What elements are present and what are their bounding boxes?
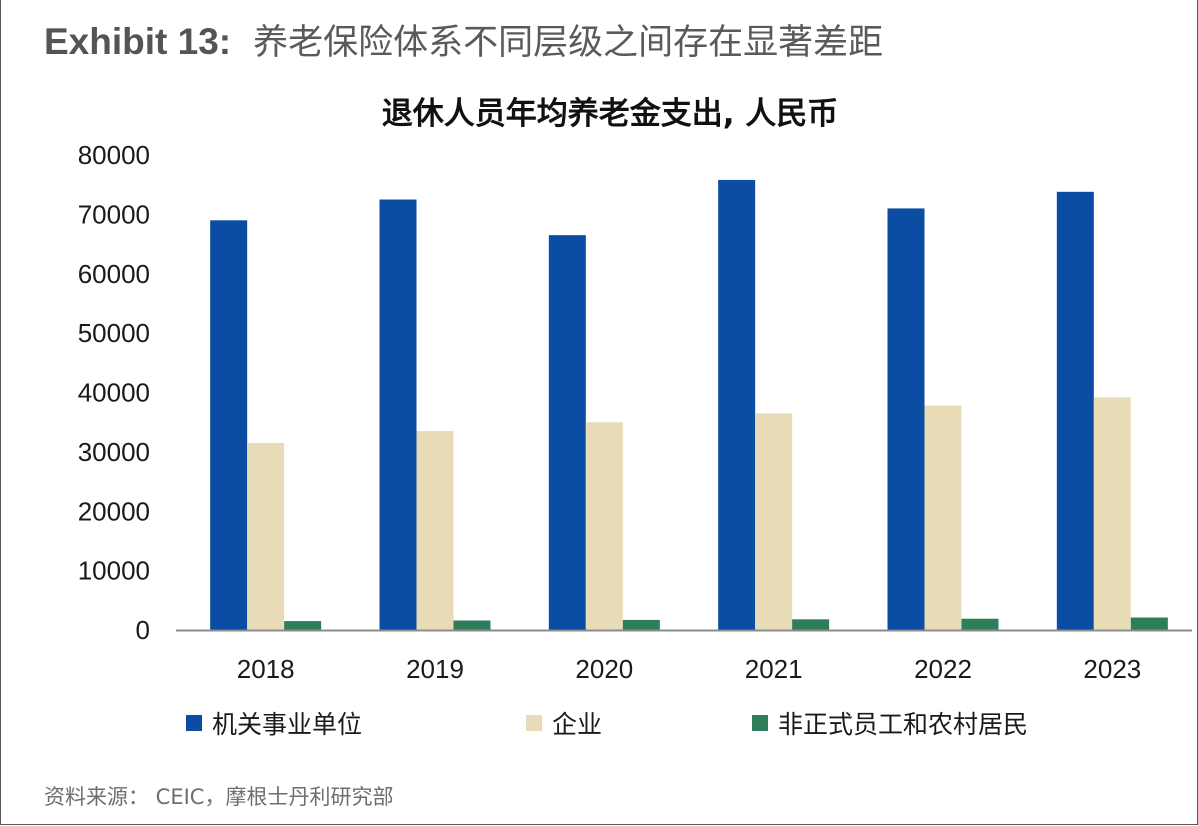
exhibit-header: Exhibit 13: 养老保险体系不同层级之间存在显著差距	[44, 14, 883, 66]
legend-label-0: 机关事业单位	[212, 710, 363, 739]
legend-label-2: 非正式员工和农村居民	[778, 710, 1029, 739]
y-tick-label: 80000	[78, 140, 150, 170]
y-tick-label: 70000	[78, 199, 150, 229]
bar-2019-series-0	[379, 199, 417, 630]
legend-swatch-1	[526, 715, 542, 731]
y-tick-label: 40000	[78, 378, 150, 408]
bar-2020-series-2	[622, 619, 660, 630]
legend-swatch-0	[186, 715, 202, 731]
bar-2021-series-0	[718, 179, 756, 630]
y-tick-label: 60000	[78, 259, 150, 289]
x-tick-label: 2023	[1083, 654, 1141, 684]
bar-2023-series-1	[1093, 397, 1131, 630]
bar-2021-series-2	[792, 619, 830, 630]
y-tick-label: 30000	[78, 437, 150, 467]
legend-item-1: 企业	[526, 703, 602, 743]
x-tick-label: 2021	[745, 654, 803, 684]
bar-2020-series-0	[548, 235, 586, 630]
legend-item-0: 机关事业单位	[186, 703, 362, 743]
exhibit-label: Exhibit 13:	[44, 21, 232, 62]
bar-2018-series-0	[210, 220, 248, 630]
bar-2023-series-2	[1130, 617, 1168, 630]
x-tick-label: 2019	[406, 654, 464, 684]
bar-2018-series-2	[284, 621, 322, 630]
bar-2018-series-1	[247, 442, 285, 630]
bar-2023-series-0	[1056, 191, 1094, 630]
legend-label-1: 企业	[552, 710, 603, 739]
bar-2022-series-1	[924, 405, 962, 630]
x-tick-label: 2020	[575, 654, 633, 684]
y-tick-label: 20000	[78, 496, 150, 526]
legend-swatch-2	[752, 715, 768, 731]
chart-title: 退休人员年均养老金支出, 人民币	[381, 96, 839, 132]
y-tick-label: 50000	[78, 318, 150, 348]
bar-2022-series-0	[887, 208, 925, 630]
y-tick-label: 10000	[78, 556, 150, 586]
y-tick-label: 0	[136, 615, 150, 645]
exhibit-title: 养老保险体系不同层级之间存在显著差距	[253, 23, 884, 63]
bar-2022-series-2	[961, 618, 999, 630]
legend-item-2: 非正式员工和农村居民	[752, 703, 1028, 743]
bar-2020-series-1	[585, 422, 623, 630]
bar-2019-series-1	[416, 431, 454, 630]
x-tick-label: 2022	[914, 654, 972, 684]
bar-2019-series-2	[453, 620, 491, 630]
x-tick-label: 2018	[237, 654, 295, 684]
bar-2021-series-1	[755, 413, 793, 630]
bar-chart: 0 10000 20000 30000 40000 50000 60000 70000 8000…	[78, 140, 1192, 684]
source-note: 资料来源： CEIC，摩根士丹利研究部	[44, 785, 394, 809]
